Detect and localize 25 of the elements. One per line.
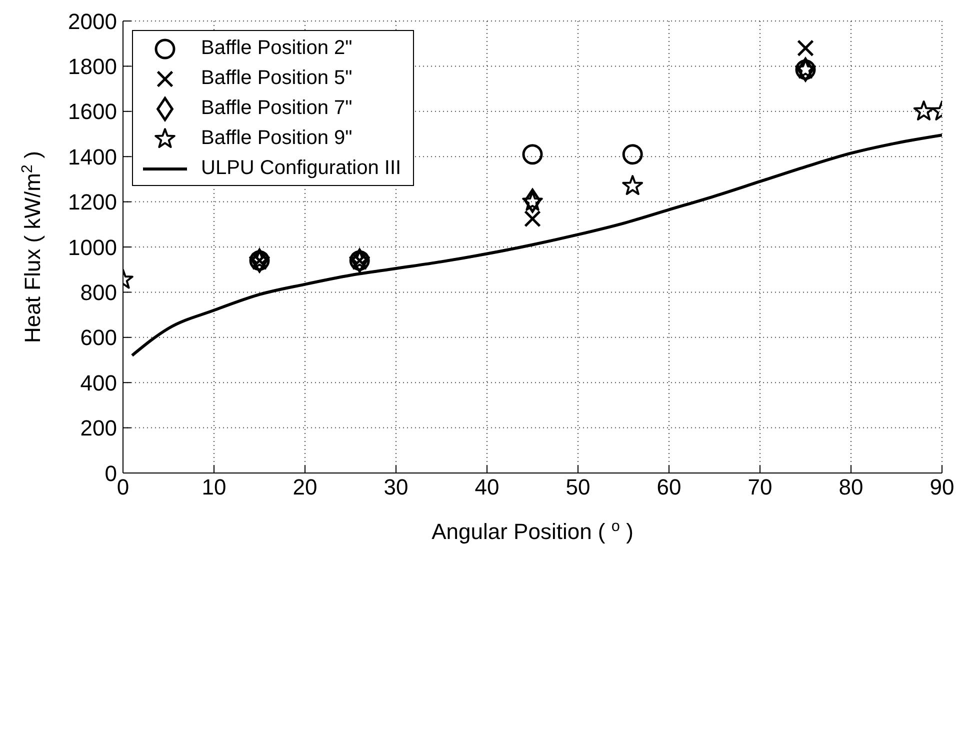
x-axis-title: Angular Position ( $^{o}$ ) — [432, 518, 634, 544]
y-tick-label: 600 — [80, 325, 117, 350]
y-tick-label: 1800 — [68, 54, 117, 80]
legend-label: Baffle Position 7" — [201, 96, 352, 120]
x-tick-label: 60 — [656, 474, 682, 500]
x-tick-label: 10 — [202, 474, 226, 500]
y-tick-label: 1200 — [68, 190, 117, 215]
y-tick-label: 1000 — [68, 234, 117, 260]
x-tick-label: 40 — [474, 474, 500, 500]
legend-label: Baffle Position 9" — [201, 126, 352, 150]
x-tick-label: 80 — [838, 474, 864, 500]
legend-label: ULPU Configuration III — [201, 156, 402, 180]
x-tick-label: 90 — [930, 474, 954, 500]
x-tick-label: 50 — [566, 474, 590, 500]
x-tick-label: 70 — [748, 474, 772, 500]
y-tick-label: 200 — [80, 416, 117, 441]
y-tick-label: 1400 — [68, 144, 117, 170]
y-tick-label: 800 — [80, 280, 117, 306]
legend-label: Baffle Position 2" — [201, 36, 352, 60]
y-tick-label: 400 — [80, 370, 117, 396]
x-tick-label: 30 — [384, 474, 408, 500]
legend-label: Baffle Position 5" — [201, 66, 352, 90]
x-tick-label: 20 — [292, 474, 318, 500]
y-tick-label: 2000 — [68, 8, 117, 34]
y-tick-label: 1600 — [68, 99, 117, 124]
